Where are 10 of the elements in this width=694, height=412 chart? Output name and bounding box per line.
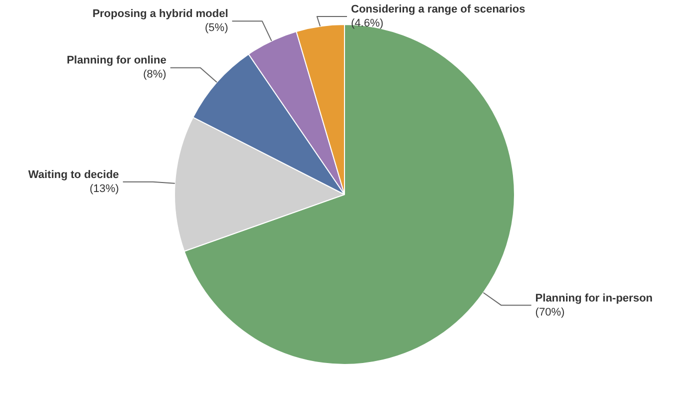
data-label: (70%) [535, 306, 565, 318]
data-label: (4.6%) [351, 18, 384, 30]
data-label: (13%) [90, 182, 119, 195]
slice-label: Planning for in-person [535, 292, 653, 304]
slice-label: Planning for online [66, 54, 166, 67]
data-label: (5%) [204, 22, 228, 34]
slice-label: Proposing a hybrid model [92, 8, 228, 20]
slice-label: Considering a range of scenarios [351, 4, 526, 16]
slice-label: Waiting to decide [28, 168, 119, 181]
data-label: (8%) [143, 68, 166, 81]
